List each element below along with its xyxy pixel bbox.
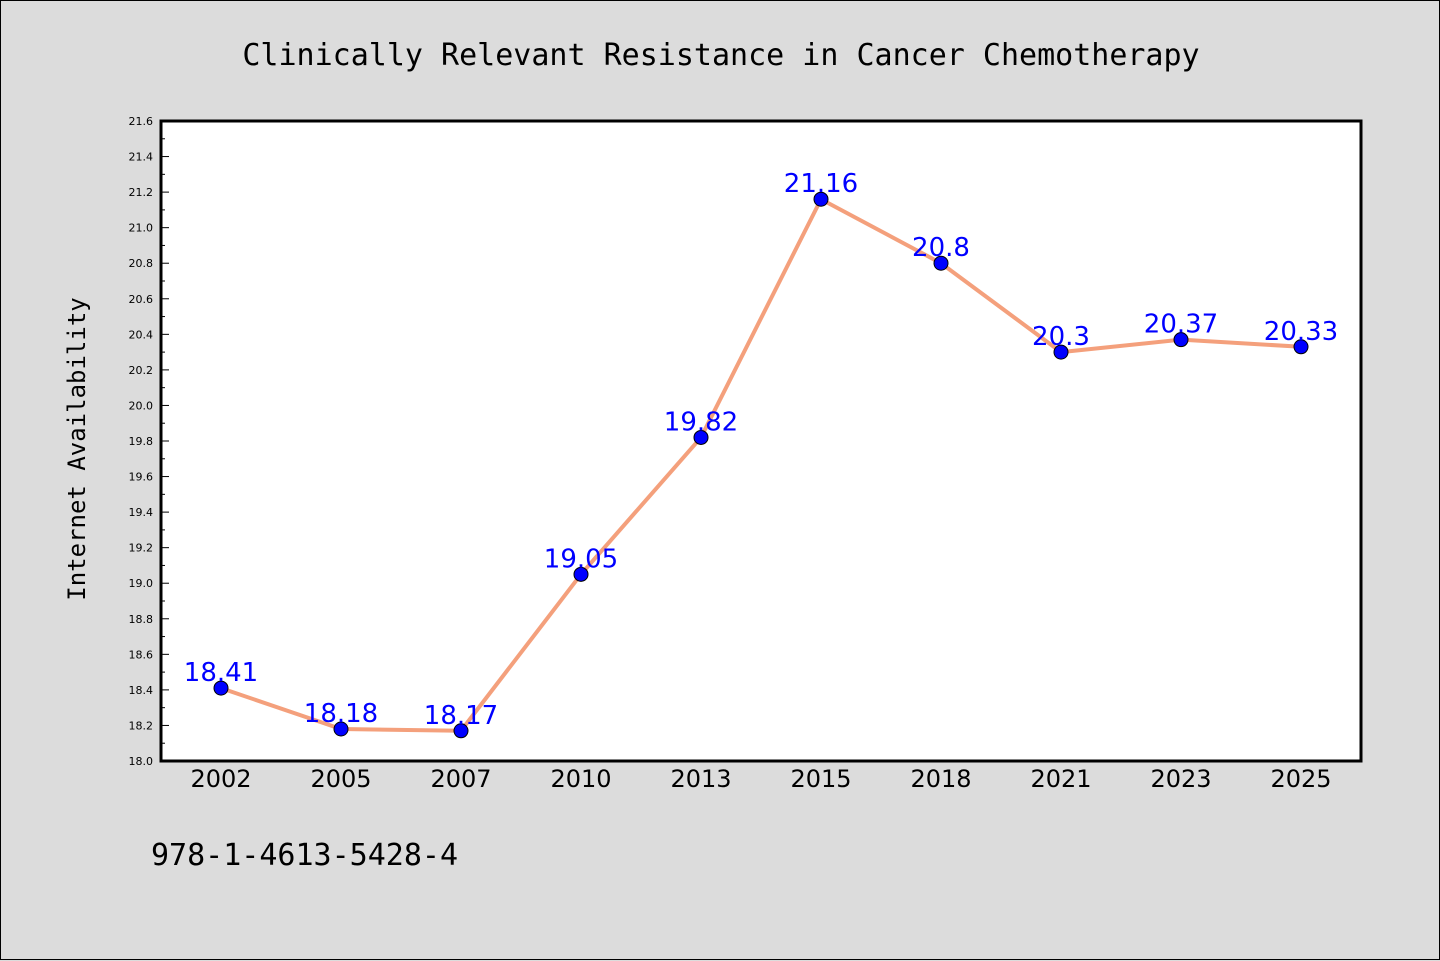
data-point [933,255,949,271]
data-label: 18.17 [424,701,498,731]
x-tick-label: 2018 [910,765,971,793]
y-axis-label: Internet Availability [63,297,91,600]
y-tick-label: 18.4 [129,684,154,697]
plot-area [161,121,1361,761]
series-line [220,197,1302,733]
y-tick-label: 21.2 [129,186,154,199]
x-tick-label: 2021 [1030,765,1091,793]
y-tick-label: 21.6 [129,115,154,128]
y-tick-label: 18.0 [129,755,154,768]
y-tick-label: 20.2 [129,364,154,377]
x-tick-label: 2007 [430,765,491,793]
y-tick-label: 21.0 [129,222,154,235]
x-tick-label: 2015 [790,765,851,793]
y-tick-label: 19.8 [129,435,154,448]
x-tick-label: 2023 [1150,765,1211,793]
y-tick-label: 21.4 [129,151,154,164]
y-tick-label: 19.0 [129,577,154,590]
data-label: 18.18 [304,699,378,729]
data-point [693,429,709,445]
data-label: 21.16 [784,169,858,199]
data-label: 20.33 [1264,317,1338,347]
x-tick-label: 2002 [190,765,251,793]
y-tick-label: 18.2 [129,719,154,732]
y-tick-label: 19.6 [129,471,154,484]
chart-title: Clinically Relevant Resistance in Cancer… [242,38,1199,73]
isbn-footnote: 978-1-4613-5428-4 [151,838,458,873]
y-tick-label: 18.8 [129,613,154,626]
data-label: 18.41 [184,658,258,688]
x-tick-label: 2010 [550,765,611,793]
y-tick-label: 19.2 [129,542,154,555]
plot-border [159,119,1363,763]
data-point [1053,344,1069,360]
data-point [333,721,349,737]
x-axis: 2002 2005 2007 2010 2013 2015 2018 2021 2023 2025 [190,765,1331,793]
data-point [213,680,229,696]
y-tick-label: 20.0 [129,399,154,412]
y-tick-label: 20.8 [129,257,154,270]
data-label: 19.05 [544,544,618,574]
data-label: 20.37 [1144,310,1218,340]
data-label: 19.82 [664,407,738,437]
data-point [573,566,589,582]
x-tick-label: 2005 [310,765,371,793]
y-tick-label: 19.4 [129,506,154,519]
data-point [1173,332,1189,348]
data-point [813,191,829,207]
series-group: 18.41 18.18 18.17 19.05 19.82 21.16 20.8 20.3 20… [184,169,1338,739]
data-label: 20.3 [1032,322,1090,352]
y-axis: 18.0 18.2 18.4 18.6 18.8 19.0 19.2 19.4 19.6 19.8… [129,115,169,768]
y-tick-label: 18.6 [129,648,154,661]
data-point [1293,339,1309,355]
x-tick-label: 2013 [670,765,731,793]
x-tick-label: 2025 [1270,765,1331,793]
data-label: 20.8 [912,233,970,263]
y-tick-label: 20.6 [129,293,154,306]
data-point [453,723,469,739]
y-tick-label: 20.4 [129,328,154,341]
